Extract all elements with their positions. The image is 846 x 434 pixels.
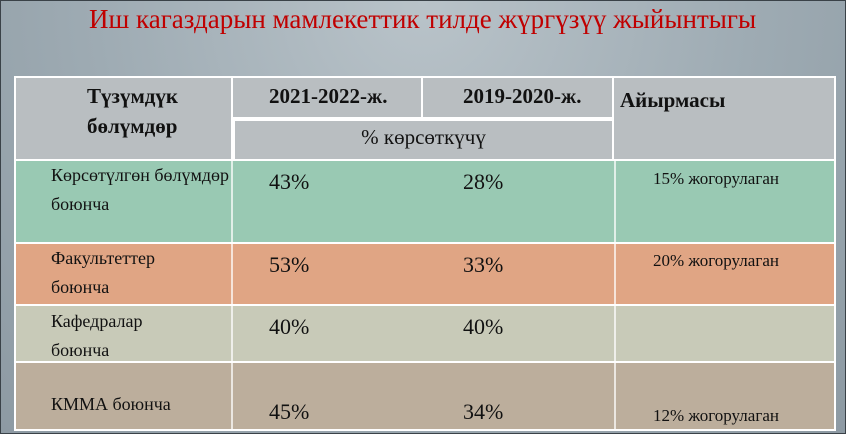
subheader-text: % көрсөткүчү bbox=[361, 125, 486, 149]
value: 34% bbox=[463, 399, 504, 424]
row-label: Көрсөтүлгөн бөлүмдөр боюнча bbox=[51, 165, 230, 214]
row bbox=[14, 244, 836, 306]
row bbox=[14, 306, 836, 363]
slide-title: Иш кагаздарын мамлекеттик тилде жүргүзүү… bbox=[89, 4, 757, 34]
column-divider bbox=[231, 161, 233, 431]
value: 53% bbox=[269, 252, 310, 277]
row bbox=[14, 161, 836, 244]
header-text: 2019-2020-ж. bbox=[463, 84, 582, 108]
difference: 12% жогорулаган bbox=[653, 406, 779, 425]
difference: 20% жогорулаган bbox=[653, 251, 779, 270]
value: 33% bbox=[463, 252, 504, 277]
value: 45% bbox=[269, 399, 310, 424]
header-cell bbox=[423, 76, 614, 119]
subheader-cell bbox=[233, 119, 614, 161]
row-label: КММА боюнча bbox=[51, 394, 171, 414]
value: 28% bbox=[463, 169, 504, 194]
header-cell bbox=[14, 76, 233, 161]
value: 43% bbox=[269, 169, 310, 194]
header-cell bbox=[233, 76, 423, 119]
row-label: Факультеттер боюнча bbox=[51, 248, 155, 297]
table-border bbox=[14, 76, 836, 431]
header-text: 2021-2022-ж. bbox=[269, 84, 388, 108]
value: 40% bbox=[269, 314, 310, 339]
header-text: Түзүмдүк бөлүмдөр bbox=[87, 84, 178, 138]
row-label: Кафедралар боюнча bbox=[51, 311, 143, 360]
column-divider bbox=[614, 161, 616, 431]
header-cell bbox=[614, 76, 836, 161]
difference: 15% жогорулаган bbox=[653, 169, 779, 188]
value: 40% bbox=[463, 314, 504, 339]
header-text: Айырмасы bbox=[620, 88, 726, 112]
